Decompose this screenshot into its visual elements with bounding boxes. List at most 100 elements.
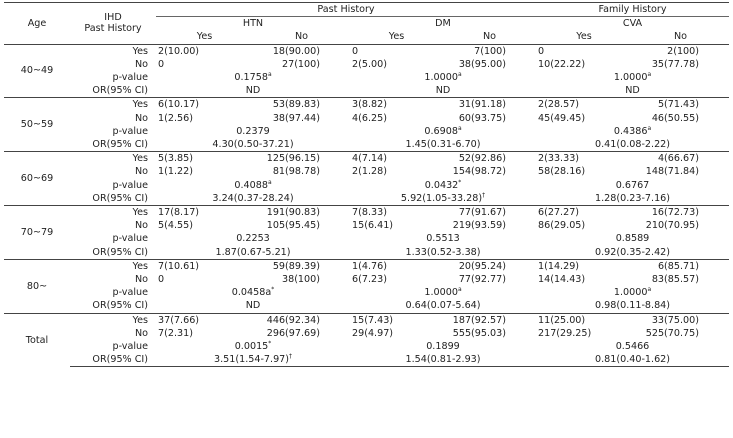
cell-value: 15(7.43)	[350, 312, 443, 327]
odds-ratio-cell: 1.45(0.31-6.70)	[350, 138, 536, 152]
row-label-no: No	[134, 112, 148, 124]
cell-value: 2(5.00)	[352, 58, 387, 70]
p-value-mark: *	[268, 339, 272, 347]
cell-value: 58(28.16)	[538, 166, 586, 178]
odds-ratio: 4.30(0.50-37.21)	[212, 139, 294, 151]
odds-ratio-cell: 3.24(0.37-28.24)	[156, 192, 350, 206]
p-value-mark: a	[267, 178, 272, 186]
p-value: 0.8589	[615, 233, 650, 245]
row-label-no: No	[134, 274, 148, 286]
cell-value: 77(91.67)	[443, 205, 536, 220]
odds-ratio: 1.45(0.31-6.70)	[405, 139, 481, 151]
cell-value: 52(92.86)	[443, 151, 536, 166]
cell-value: 53(89.83)	[253, 97, 350, 112]
cell-value: 11(25.00)	[536, 312, 632, 327]
cell-value: 38(97.44)	[272, 112, 320, 124]
row-label-yes: Yes	[70, 312, 156, 327]
row-label-or: OR(95% CI)	[70, 353, 156, 368]
cell-value: 0	[158, 274, 165, 286]
p-value: 1.0000	[613, 287, 648, 299]
odds-ratio: 1.54(0.81-2.93)	[405, 354, 481, 366]
cell-value: 10(22.22)	[538, 58, 586, 70]
p-value-mark: a	[267, 70, 272, 78]
p-value: 0.4386	[613, 125, 648, 137]
row-label-pvalue: p-value	[112, 341, 149, 353]
odds-ratio: 0.98(0.11-8.84)	[594, 300, 671, 312]
cell-value: 210(70.95)	[645, 220, 699, 232]
p-value: 0.6908	[424, 125, 458, 137]
p-value-cell: 0.5466	[536, 340, 729, 353]
cell-value: 125(96.15)	[253, 151, 350, 166]
table-row: OR(95% CI) ND ND ND	[4, 84, 729, 98]
cell-value: 0	[536, 43, 632, 58]
odds-ratio: 0.92(0.35-2.42)	[594, 246, 671, 258]
cell-value: 6(10.17)	[156, 97, 253, 112]
p-value-cell: 0.4386a	[536, 125, 729, 138]
table-row: p-value 0.0015* 0.1899 0.5466	[4, 340, 729, 353]
age-group-label: 50~59	[4, 97, 70, 152]
htn-header: HTN	[242, 18, 264, 30]
cell-value: 1(14.29)	[536, 258, 632, 274]
p-value: 0.1758	[234, 72, 268, 84]
cell-value: 20(95.24)	[443, 258, 536, 274]
table-row: OR(95% CI) 1.87(0.67-5.21) 1.33(0.52-3.38)…	[4, 246, 729, 260]
cell-value: 5(3.85)	[156, 151, 253, 166]
table-row: 70~79 Yes 17(8.17) 191(90.83) 7(8.33) 77(91.6…	[4, 205, 729, 260]
ihd-header-label: IHD Past History	[84, 12, 142, 35]
cva-no-header: No	[673, 31, 688, 43]
p-value-cell: 0.6908a	[350, 125, 536, 138]
table-row: OR(95% CI) 3.51(1.54-7.97)† 1.54(0.81-2.93…	[4, 353, 729, 368]
row-label-yes: Yes	[70, 97, 156, 112]
cell-value: 148(71.84)	[645, 166, 699, 178]
row-label-or: OR(95% CI)	[92, 246, 148, 258]
cell-value: 81(98.78)	[272, 166, 320, 178]
ihd-header: IHD Past History	[70, 2, 156, 45]
table-row: OR(95% CI) 4.30(0.50-37.21) 1.45(0.31-6.70…	[4, 138, 729, 152]
cell-value: 7(2.31)	[158, 327, 193, 339]
odds-ratio: 1.28(0.23-7.16)	[594, 192, 671, 204]
cell-value: 7(8.33)	[350, 205, 443, 220]
dm-no-header: No	[482, 31, 497, 43]
row-label-no: No	[134, 220, 148, 232]
table-row: No 1(1.22) 81(98.78) 2(1.28) 154(98.72) 58(28…	[4, 165, 729, 178]
odds-ratio-cell: 4.30(0.50-37.21)	[156, 138, 350, 152]
cell-value: 6(27.27)	[536, 205, 632, 220]
p-value-cell: 0.0432*	[350, 179, 536, 192]
p-value: 0.0458a	[231, 287, 272, 299]
cell-value: 77(92.77)	[458, 274, 506, 286]
cell-value: 3(8.82)	[350, 97, 443, 112]
row-label-or: OR(95% CI)	[92, 300, 148, 312]
table-row: No 1(2.56) 38(97.44) 4(6.25) 60(93.75) 45(49.…	[4, 112, 729, 125]
p-value-mark: a	[457, 286, 462, 294]
p-value-cell: 0.0015*	[156, 340, 350, 353]
row-label-yes: Yes	[70, 43, 156, 58]
cell-value: 17(8.17)	[156, 205, 253, 220]
row-label-pvalue: p-value	[112, 179, 149, 191]
cell-value: 555(95.03)	[452, 327, 506, 339]
p-value: 0.4088	[234, 179, 268, 191]
row-label-or: OR(95% CI)	[92, 139, 148, 151]
p-value: 0.0432	[424, 179, 459, 191]
cell-value: 33(75.00)	[632, 312, 729, 327]
p-value-cell: 0.1899	[350, 340, 536, 353]
table-row: 80~ Yes 7(10.61) 59(89.39) 1(4.76) 20(95.24) 1…	[4, 258, 729, 314]
cell-value: 4(6.25)	[352, 112, 387, 124]
table-row: p-value 0.0458a* 1.0000a 1.0000a	[4, 286, 729, 299]
cell-value: 35(77.78)	[651, 58, 699, 70]
table-row: 50~59 Yes 6(10.17) 53(89.83) 3(8.82) 31(91.18…	[4, 97, 729, 152]
odds-ratio-cell: ND	[156, 84, 350, 98]
cell-value: 5(4.55)	[158, 220, 193, 232]
table-row: p-value 0.1758a 1.0000a 1.0000a	[4, 71, 729, 84]
p-value: 1.0000	[424, 72, 458, 84]
row-label-pvalue: p-value	[112, 125, 149, 137]
row-label-or: OR(95% CI)	[92, 85, 148, 97]
cell-value: 7(10.61)	[156, 258, 253, 274]
p-value-cell: 1.0000a	[350, 286, 536, 299]
odds-ratio: 0.64(0.07-5.64)	[405, 300, 481, 312]
age-header: Age	[4, 2, 70, 45]
odds-ratio-cell: ND	[536, 84, 729, 98]
p-value-mark: *	[458, 178, 462, 186]
odds-ratio: ND	[245, 300, 261, 312]
odds-ratio: 0.81(0.40-1.62)	[594, 354, 671, 366]
cell-value: 1(2.56)	[158, 112, 193, 124]
